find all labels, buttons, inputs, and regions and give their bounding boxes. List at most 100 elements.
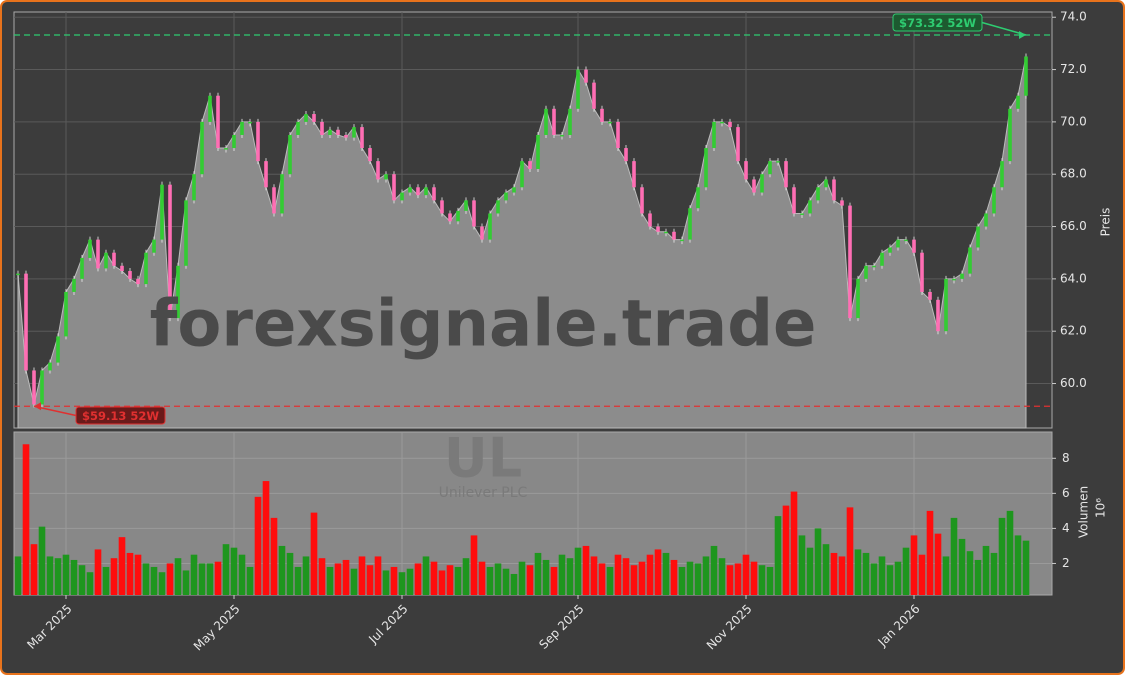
volume-bar [526,565,534,595]
candle [728,121,732,128]
volume-bar [870,563,878,595]
volume-bar [222,544,230,595]
volume-bar [470,535,478,595]
volume-bar [462,558,470,595]
candle [520,161,524,188]
candle [568,108,572,135]
volume-bar [54,558,62,595]
candle [200,121,204,175]
volume-bar [806,547,814,595]
candle [80,257,84,279]
volume-bar [582,545,590,595]
volume-bar [574,547,582,595]
candle [240,121,244,135]
candle [512,187,516,193]
candle [64,291,68,337]
candle [960,273,964,279]
candle [456,210,460,222]
volume-bar [558,554,566,595]
candle [976,226,980,248]
volume-bar [134,554,142,595]
candle [208,95,212,122]
volume-bar [766,566,774,595]
volume-bar [246,566,254,595]
candle [464,200,468,211]
candle [600,108,604,122]
candle [88,239,92,258]
candle [176,265,180,319]
volume-bar [190,554,198,595]
candle [880,252,884,266]
annotation-label: $59.13 52W [82,409,159,423]
candle [584,69,588,83]
candle [272,187,276,214]
volume-bar [286,552,294,595]
y2-tick-label: 8 [1062,451,1070,465]
candle [40,370,44,405]
volume-bar [742,554,750,595]
candle [16,273,20,276]
volume-bar [326,566,334,595]
volume-bar [830,552,838,595]
candle [448,213,452,222]
candle [416,187,420,196]
volume-bar [86,572,94,595]
volume-bar [382,570,390,595]
volume-bar [542,559,550,595]
volume-bar [78,565,86,595]
volume-bar [422,556,430,595]
volume-bar [398,572,406,595]
volume-bar [846,507,854,595]
candle [928,291,932,300]
candle [384,174,388,180]
candle [120,265,124,272]
volume-bar [926,510,934,595]
volume-bar [374,556,382,595]
volume-bar [942,556,950,595]
y-tick-label: 64.0 [1060,271,1087,285]
y-tick-label: 60.0 [1060,376,1087,390]
candle [280,174,284,214]
candle [368,148,372,162]
volume-bar [510,573,518,595]
candle [288,134,292,175]
volume-bar [198,563,206,595]
volume-bar [910,535,918,595]
volume-bar [118,537,126,595]
volume-bar [630,565,638,595]
candle [944,278,948,332]
candle [848,205,852,319]
candle [576,69,580,109]
candle [24,273,28,371]
candle [840,200,844,206]
candle [352,127,356,138]
volume-bar [430,561,438,595]
volume-bar [438,570,446,595]
volume-bar [166,563,174,595]
candle [904,239,908,242]
volume-bar [318,558,326,595]
candle [672,231,676,240]
volume-bar [70,559,78,595]
candle [760,174,764,193]
volume-bar [854,549,862,595]
volume-bar [678,566,686,595]
candle [656,226,660,232]
volume-bar [718,558,726,595]
candle [984,213,988,227]
y-tick-label: 66.0 [1060,219,1087,233]
candle [768,161,772,175]
candle [320,121,324,135]
volume-bar [62,554,70,595]
y-tick-label: 74.0 [1060,10,1087,24]
candle [688,208,692,240]
volume-bar [1006,510,1014,595]
volume-bar [94,549,102,595]
candle [792,187,796,214]
candle [56,336,60,363]
volume-bar [622,558,630,595]
candle [376,161,380,180]
volume-bar [566,558,574,595]
volume-bar [894,561,902,595]
arrow-head [1019,31,1026,40]
